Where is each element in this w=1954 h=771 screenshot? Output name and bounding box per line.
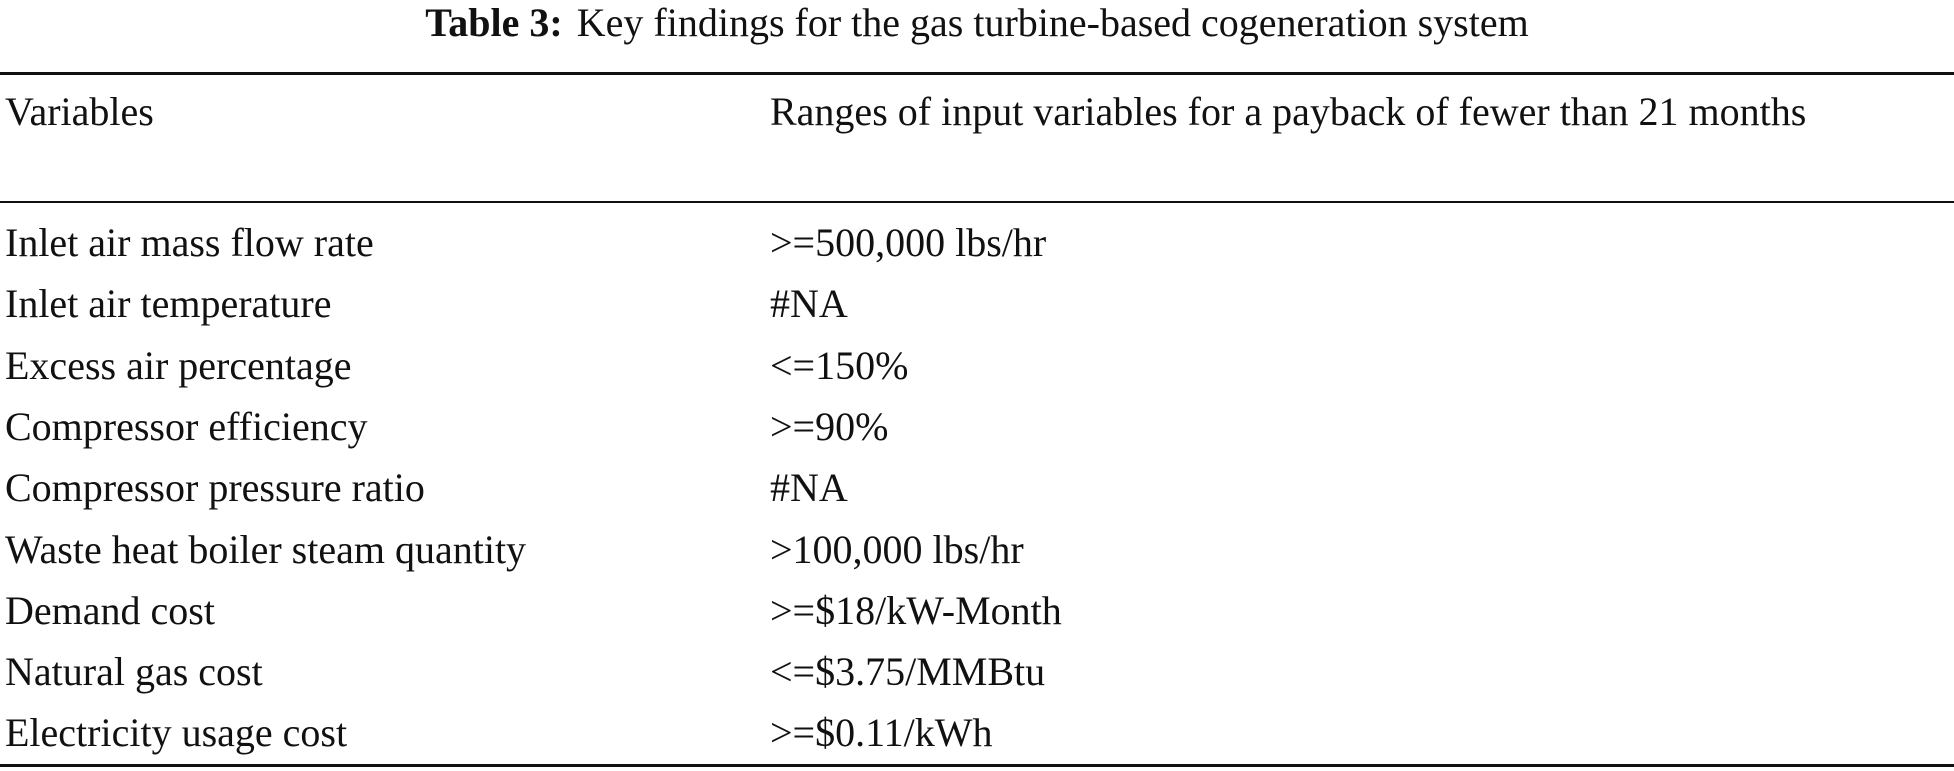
variable-cell: Compressor efficiency bbox=[5, 403, 368, 449]
mid-rule bbox=[0, 201, 1954, 203]
variable-cell: Compressor pressure ratio bbox=[5, 465, 425, 511]
variable-cell: Inlet air temperature bbox=[5, 281, 332, 327]
range-cell: >=90% bbox=[770, 403, 889, 449]
variable-cell: Waste heat boiler steam quantity bbox=[5, 526, 527, 572]
top-rule bbox=[0, 72, 1954, 75]
bottom-rule bbox=[0, 764, 1954, 767]
range-cell: #NA bbox=[770, 281, 848, 327]
range-cell: >=$0.11/kWh bbox=[770, 710, 993, 756]
range-cell: >=$18/kW-Month bbox=[770, 587, 1062, 633]
range-cell: >100,000 lbs/hr bbox=[770, 526, 1024, 572]
caption-text: Key findings for the gas turbine-based c… bbox=[576, 0, 1529, 45]
variable-cell: Electricity usage cost bbox=[5, 710, 348, 756]
header-cell: Ranges of input variables for a payback … bbox=[770, 89, 1807, 134]
header-cell: Variables bbox=[5, 89, 154, 134]
variable-cell: Excess air percentage bbox=[5, 342, 352, 388]
caption-label: Table 3: bbox=[425, 0, 563, 45]
variable-cell: Natural gas cost bbox=[5, 649, 263, 695]
range-cell: >=500,000 lbs/hr bbox=[770, 220, 1047, 265]
range-cell: <=$3.75/MMBtu bbox=[770, 649, 1046, 695]
variable-cell: Demand cost bbox=[5, 587, 215, 633]
range-cell: <=150% bbox=[770, 342, 909, 388]
variable-cell: Inlet air mass flow rate bbox=[5, 220, 374, 265]
caption: Table 3: Key findings for the gas turbine… bbox=[0, 0, 1954, 46]
range-cell: #NA bbox=[770, 465, 848, 511]
